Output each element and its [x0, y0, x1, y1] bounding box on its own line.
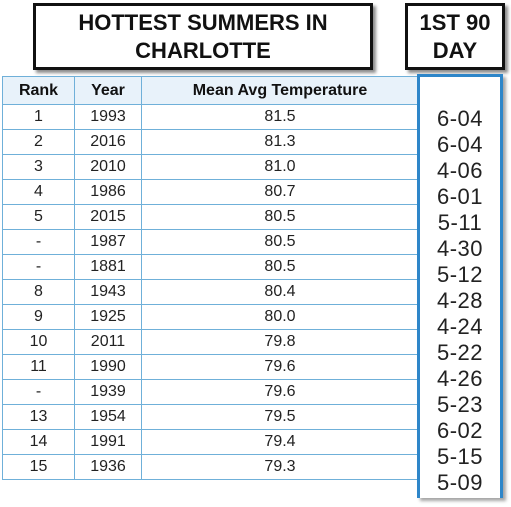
- cell-temperature: 79.3: [141, 454, 419, 480]
- column-header-year: Year: [74, 76, 142, 105]
- hottest-summers-table: Rank Year Mean Avg Temperature 1 1993 81.5…: [2, 76, 419, 480]
- first-90-day-item: 4-06: [436, 158, 484, 183]
- first-90-day-list: 6-04 6-04 4-06 6-01 5-11 4-30 5-12 4-28 4-24 5-22…: [420, 106, 500, 496]
- table-row: 8 1943 80.4: [2, 279, 419, 305]
- cell-year: 1993: [74, 104, 142, 130]
- cell-temperature: 80.5: [141, 254, 419, 280]
- first-90-day-item: 4-30: [436, 236, 484, 261]
- cell-temperature: 79.6: [141, 379, 419, 405]
- cell-temperature: 81.5: [141, 104, 419, 130]
- cell-rank: 5: [2, 204, 75, 230]
- cell-temperature: 79.6: [141, 354, 419, 380]
- first-90-day-item: 6-04: [436, 106, 484, 131]
- first-90-day-item: 4-26: [436, 366, 484, 391]
- cell-rank: 11: [2, 354, 75, 380]
- cell-rank: 10: [2, 329, 75, 355]
- table-row: -1939 79.6: [2, 379, 419, 405]
- first-90-day-item: 5-12: [436, 262, 484, 287]
- table-row: 1 1993 81.5: [2, 104, 419, 130]
- cell-temperature: 79.5: [141, 404, 419, 430]
- first-90-day-item: 5-23: [436, 392, 484, 417]
- column-header-temperature: Mean Avg Temperature: [141, 76, 419, 105]
- day-header-line-2: DAY: [432, 37, 478, 63]
- first-90-day-item: 4-24: [436, 314, 484, 339]
- day-header-line-1: 1ST 90: [419, 9, 491, 35]
- table-row: 2 2016 81.3: [2, 129, 419, 155]
- cell-rank: -: [2, 254, 75, 280]
- first-90-day-item: 5-22: [436, 340, 484, 365]
- cell-year: 2016: [74, 129, 142, 155]
- cell-temperature: 80.4: [141, 279, 419, 305]
- table-header-row: Rank Year Mean Avg Temperature: [2, 76, 419, 105]
- cell-temperature: 80.7: [141, 179, 419, 205]
- cell-rank: 14: [2, 429, 75, 455]
- first-90-day-item: 4-28: [436, 288, 484, 313]
- cell-temperature: 81.0: [141, 154, 419, 180]
- cell-year: 1991: [74, 429, 142, 455]
- table-row: 4 1986 80.7: [2, 179, 419, 205]
- cell-rank: 13: [2, 404, 75, 430]
- table-row: 3 2010 81.0: [2, 154, 419, 180]
- column-header-rank: Rank: [2, 76, 75, 105]
- first-90-day-item: 5-11: [437, 210, 483, 235]
- cell-temperature: 80.0: [141, 304, 419, 330]
- cell-year: 1925: [74, 304, 142, 330]
- cell-temperature: 79.8: [141, 329, 419, 355]
- table-row: 11 1990 79.6: [2, 354, 419, 380]
- cell-year: 1954: [74, 404, 142, 430]
- cell-rank: -: [2, 229, 75, 255]
- cell-year: 2015: [74, 204, 142, 230]
- cell-rank: 8: [2, 279, 75, 305]
- first-90-day-item: 5-09: [436, 470, 484, 495]
- cell-year: 1990: [74, 354, 142, 380]
- first-90-day-item: 6-04: [436, 132, 484, 157]
- cell-rank: 1: [2, 104, 75, 130]
- table-row: 5 2015 80.5: [2, 204, 419, 230]
- cell-year: 2011: [74, 329, 142, 355]
- first-90-day-panel: [417, 74, 503, 498]
- cell-year: 1987: [74, 229, 142, 255]
- cell-temperature: 81.3: [141, 129, 419, 155]
- title-box: HOTTEST SUMMERS IN CHARLOTTE: [33, 3, 373, 70]
- cell-year: 1939: [74, 379, 142, 405]
- cell-temperature: 80.5: [141, 204, 419, 230]
- cell-year: 1943: [74, 279, 142, 305]
- table-row: 15 1936 79.3: [2, 454, 419, 480]
- cell-rank: -: [2, 379, 75, 405]
- cell-rank: 9: [2, 304, 75, 330]
- table-row: 13 1954 79.5: [2, 404, 419, 430]
- first-90-day-item: 6-01: [436, 184, 484, 209]
- title-line-2: CHARLOTTE: [135, 37, 271, 63]
- table-body: 1 1993 81.5 2 2016 81.3 3 2010 81.0 4 1986 80.7 5 201…: [2, 104, 419, 480]
- cell-year: 1881: [74, 254, 142, 280]
- first-90-day-item: 5-15: [436, 444, 484, 469]
- cell-temperature: 79.4: [141, 429, 419, 455]
- title-line-1: HOTTEST SUMMERS IN: [78, 9, 328, 35]
- cell-year: 2010: [74, 154, 142, 180]
- table-row: 9 1925 80.0: [2, 304, 419, 330]
- table-row: -1987 80.5: [2, 229, 419, 255]
- cell-temperature: 80.5: [141, 229, 419, 255]
- table-row: -1881 80.5: [2, 254, 419, 280]
- cell-rank: 4: [2, 179, 75, 205]
- table-row: 10 2011 79.8: [2, 329, 419, 355]
- cell-rank: 2: [2, 129, 75, 155]
- cell-rank: 15: [2, 454, 75, 480]
- cell-rank: 3: [2, 154, 75, 180]
- table-row: 14 1991 79.4: [2, 429, 419, 455]
- cell-year: 1986: [74, 179, 142, 205]
- first-90-day-item: 6-02: [436, 418, 484, 443]
- cell-year: 1936: [74, 454, 142, 480]
- first-90-day-header: 1ST 90 DAY: [405, 3, 505, 70]
